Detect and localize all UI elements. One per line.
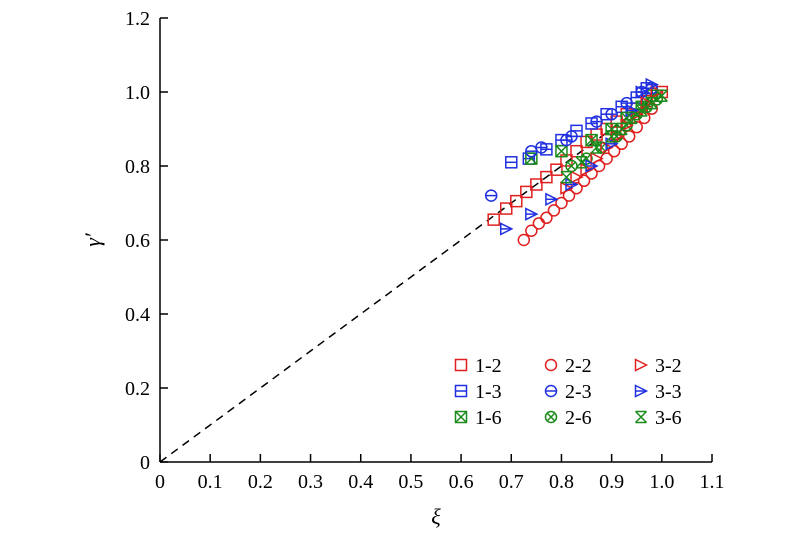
legend-marker-1-2 (454, 358, 468, 372)
plot-axes: 0 0.1 0.2 0.3 0.4 0.5 0.6 0.7 0.8 0.9 1.0 1.1 0 0.2 0.… (125, 8, 725, 493)
data-point-3-6 (645, 96, 658, 110)
data-point-1-6 (555, 144, 568, 158)
y-tick-label: 1.0 (125, 82, 150, 104)
data-point-3-3 (635, 85, 649, 99)
reference-dashed-line (159, 91, 663, 463)
data-point-1-2 (520, 185, 533, 199)
legend-label: 3-3 (655, 381, 682, 403)
legend-item-3-2: 3-2 (634, 355, 682, 377)
legend-item-2-2: 2-2 (544, 355, 592, 377)
data-point-3-3 (500, 222, 514, 236)
data-point-3-3 (605, 137, 619, 151)
legend-label: 1-6 (475, 407, 502, 429)
x-tick-label: 0.6 (449, 471, 474, 493)
x-axis-title: ξ (431, 504, 441, 529)
data-point-3-6 (575, 156, 588, 169)
legend-marker-3-2 (634, 358, 649, 372)
x-tick-label: 0.1 (198, 471, 223, 493)
y-tick-label: 0.2 (125, 378, 150, 400)
data-point-3-6 (635, 104, 648, 117)
data-point-3-2 (570, 170, 584, 184)
data-point-3-6 (625, 111, 638, 125)
data-point-3-2 (590, 151, 604, 166)
y-axis-title: γ′ (80, 232, 105, 247)
legend-item-1-6: 1-6 (454, 407, 502, 429)
data-point-1-2 (550, 163, 563, 176)
data-point-2-2 (525, 224, 538, 237)
legend-label: 3-2 (655, 355, 682, 377)
data-point-2-3 (590, 115, 603, 128)
data-point-2-3 (565, 130, 578, 143)
legend-item-2-6: 2-6 (544, 407, 592, 429)
legend-marker-2-2 (544, 358, 558, 372)
x-tick-label: 0.8 (549, 471, 574, 493)
data-point-3-3 (525, 207, 539, 221)
legend-label: 2-6 (565, 407, 592, 429)
data-point-3-6 (590, 141, 603, 154)
data-point-1-2 (487, 213, 500, 226)
legend-label: 1-2 (475, 355, 502, 377)
legend-item-2-3: 2-3 (544, 381, 592, 403)
y-tick-label: 0.8 (125, 156, 150, 178)
legend-label: 3-6 (655, 407, 682, 429)
data-point-1-2 (530, 178, 543, 191)
data-point-2-2 (555, 196, 568, 210)
data-point-3-6 (615, 122, 628, 136)
x-tick-label: 1.0 (649, 471, 674, 493)
data-point-2-3 (484, 189, 498, 202)
legend-label: 2-2 (565, 355, 592, 377)
data-point-1-6 (585, 133, 598, 147)
legend-item-1-2: 1-2 (454, 355, 502, 377)
legend-marker-3-6 (634, 410, 648, 424)
legend-marker-1-3 (454, 384, 468, 398)
legend-label: 1-3 (475, 381, 502, 403)
x-tick-label: 0.7 (499, 471, 524, 493)
x-tick-label: 0.5 (398, 471, 423, 493)
data-point-2-3 (605, 107, 618, 121)
y-tick-label: 0.4 (125, 304, 150, 326)
y-tick-label: 1.2 (125, 8, 150, 30)
data-point-3-3 (645, 77, 659, 92)
data-point-2-2 (517, 233, 531, 247)
x-tick-label: 1.1 (700, 471, 725, 493)
data-point-1-2 (500, 202, 513, 215)
legend-marker-3-3 (634, 384, 649, 398)
data-points (484, 77, 669, 247)
data-point-3-3 (625, 103, 639, 118)
data-point-1-3 (522, 152, 536, 165)
data-point-2-2 (532, 217, 546, 230)
legend-marker-2-6 (544, 410, 558, 424)
data-point-2-2 (577, 174, 591, 188)
data-point-2-3 (535, 141, 548, 154)
x-tick-label: 0.4 (348, 471, 373, 493)
data-point-1-2 (540, 170, 553, 184)
y-tick-label: 0 (140, 452, 150, 474)
data-point-2-2 (540, 211, 553, 225)
data-point-1-3 (505, 156, 518, 169)
legend: 1-2 1-3 1-6 2-2 2-3 2-6 3-2 3-3 3-6 (454, 355, 682, 429)
data-point-3-3 (545, 192, 559, 207)
legend-item-1-3: 1-3 (454, 381, 502, 403)
legend-marker-1-6 (454, 410, 468, 424)
x-tick-label: 0.3 (298, 471, 323, 493)
x-tick-label: 0 (155, 471, 165, 493)
legend-item-3-6: 3-6 (634, 407, 682, 429)
legend-marker-2-3 (544, 384, 558, 398)
data-point-2-2 (547, 204, 561, 217)
data-point-3-6 (605, 130, 618, 143)
x-tick-label: 0.9 (599, 471, 624, 493)
legend-label: 2-3 (565, 381, 592, 403)
x-tick-label: 0.2 (248, 471, 273, 493)
legend-item-3-3: 3-3 (634, 381, 682, 403)
data-point-1-2 (510, 194, 523, 208)
data-point-3-2 (650, 85, 664, 99)
y-tick-label: 0.6 (125, 230, 150, 252)
data-point-3-6 (655, 89, 668, 102)
data-point-3-6 (560, 170, 573, 184)
